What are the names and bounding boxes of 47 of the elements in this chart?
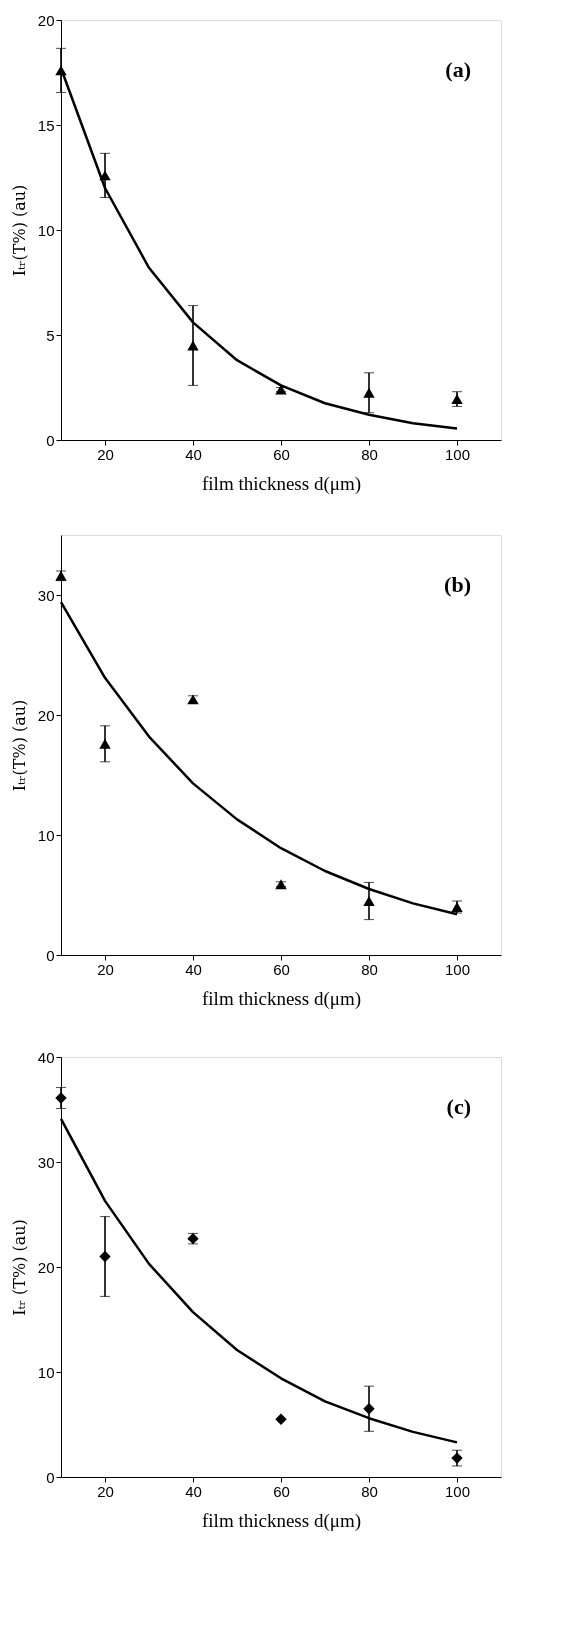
annotation: (a) <box>445 57 471 82</box>
x-tick-label: 20 <box>97 960 114 978</box>
annotation: (c) <box>446 1094 471 1119</box>
x-tick-label: 40 <box>185 960 202 978</box>
y-tick-label: 10 <box>37 826 55 844</box>
x-tick-label: 80 <box>361 445 378 463</box>
x-tick-label: 80 <box>361 1482 378 1500</box>
x-tick-label: 40 <box>185 445 202 463</box>
y-tick-label: 20 <box>37 11 55 29</box>
y-tick-label: 20 <box>37 706 55 724</box>
y-axis-title: Iₜᵣ(T%) (au) <box>9 184 29 277</box>
x-tick-label: 100 <box>444 445 471 463</box>
y-tick-label: 10 <box>37 1363 55 1381</box>
point <box>363 1403 375 1415</box>
x-tick-label: 60 <box>273 1482 290 1500</box>
y-tick-label: 5 <box>46 326 55 344</box>
y-tick-label: 40 <box>37 1048 55 1066</box>
x-tick-label: 60 <box>273 960 290 978</box>
point <box>451 394 463 404</box>
point <box>99 738 111 749</box>
y-tick-label: 0 <box>46 946 55 964</box>
x-axis-title: film thickness d(μm) <box>202 1509 361 1532</box>
x-tick-label: 60 <box>273 445 290 463</box>
point <box>99 1250 111 1263</box>
point <box>363 896 375 906</box>
y-tick-label: 0 <box>46 431 55 449</box>
point <box>275 1413 287 1425</box>
x-tick-label: 20 <box>97 1482 114 1500</box>
y-tick-label: 30 <box>37 1153 55 1171</box>
point <box>187 340 199 351</box>
x-tick-label: 100 <box>444 1482 471 1500</box>
x-tick-label: 100 <box>444 960 471 978</box>
y-axis-title: Iₜᵣ(T%) (au) <box>9 699 29 792</box>
point <box>55 1092 67 1104</box>
x-axis-title: film thickness d(μm) <box>202 987 361 1010</box>
point <box>363 387 375 398</box>
x-tick-label: 20 <box>97 445 114 463</box>
y-tick-label: 0 <box>46 1468 55 1486</box>
x-axis-title: film thickness d(μm) <box>202 472 361 495</box>
y-tick-label: 10 <box>37 221 55 239</box>
annotation: (b) <box>444 572 471 597</box>
x-tick-label: 40 <box>185 1482 202 1500</box>
y-tick-label: 20 <box>37 1258 55 1276</box>
y-axis-title: Iₜᵣ (T%) (au) <box>9 1219 29 1316</box>
y-tick-label: 30 <box>37 586 55 604</box>
x-tick-label: 80 <box>361 960 378 978</box>
y-tick-label: 15 <box>37 116 55 134</box>
